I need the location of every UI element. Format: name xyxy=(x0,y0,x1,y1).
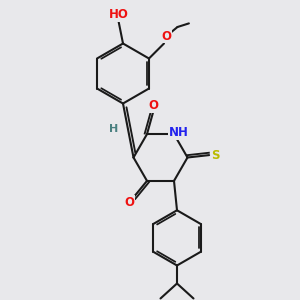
Text: HO: HO xyxy=(109,8,128,21)
Text: S: S xyxy=(212,148,220,162)
Text: H: H xyxy=(109,124,119,134)
Text: NH: NH xyxy=(169,126,188,139)
Text: O: O xyxy=(161,29,171,43)
Text: O: O xyxy=(124,196,134,209)
Text: O: O xyxy=(148,99,158,112)
